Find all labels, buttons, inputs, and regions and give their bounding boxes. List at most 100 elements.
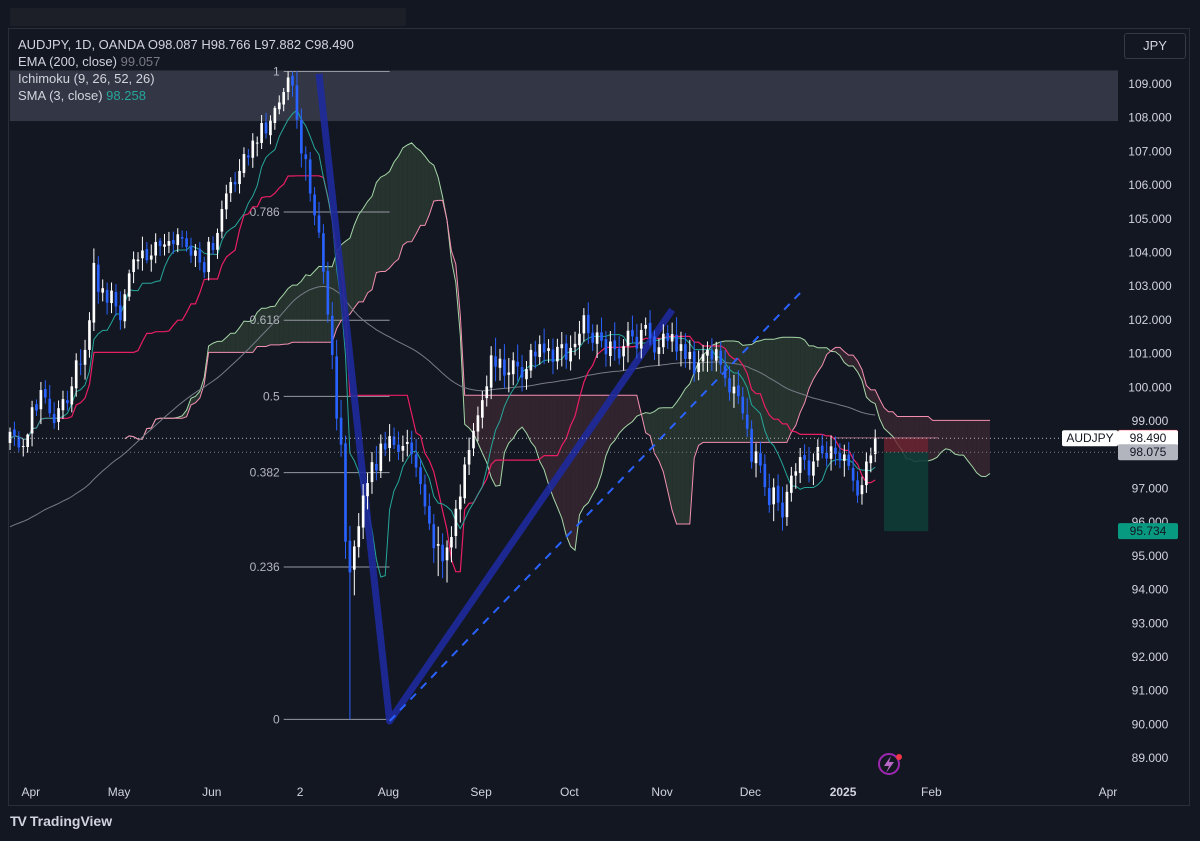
ichimoku-cloud-segment	[773, 338, 779, 443]
candle	[123, 294, 127, 322]
candle	[300, 119, 303, 154]
ichimoku-cloud-segment	[239, 321, 244, 353]
candle	[352, 546, 356, 570]
ichimoku-cloud-segment	[429, 161, 434, 215]
candle	[675, 334, 678, 352]
candle	[48, 398, 52, 414]
candle	[35, 404, 38, 411]
candle	[414, 454, 418, 468]
candle	[242, 154, 246, 173]
candle	[710, 350, 714, 360]
ema-row[interactable]: EMA (200, close) 99.057	[18, 53, 354, 70]
candle	[507, 372, 511, 375]
alert-icon[interactable]	[878, 753, 902, 775]
ichimoku-cloud-segment	[279, 294, 284, 345]
ichimoku-cloud-segment	[252, 312, 258, 353]
candle	[648, 322, 652, 339]
candle	[600, 332, 603, 341]
candle	[13, 429, 16, 436]
candle	[463, 464, 467, 499]
x-tick-label: Aug	[378, 785, 399, 799]
candle	[494, 356, 497, 367]
candle	[803, 455, 806, 460]
candle	[141, 250, 144, 259]
sma-row[interactable]: SMA (3, close) 98.258	[18, 87, 354, 104]
ichimoku-cloud-segment	[243, 321, 249, 353]
impulse-wave-line	[315, 73, 676, 725]
candle	[767, 488, 771, 505]
ichimoku-cloud-segment	[526, 395, 531, 442]
ichimoku-cloud-segment	[972, 420, 977, 473]
ichimoku-cloud-segment	[981, 420, 986, 477]
candle	[410, 442, 414, 455]
candle	[450, 537, 453, 548]
ichimoku-cloud-segment	[853, 355, 858, 372]
ichimoku-cloud-segment	[985, 420, 990, 477]
candle	[533, 351, 537, 357]
candle	[136, 259, 140, 262]
ichimoku-cloud-segment	[888, 411, 893, 437]
ichimoku-cloud-segment	[292, 285, 297, 343]
candle	[317, 215, 321, 233]
candle	[454, 508, 458, 536]
candle	[653, 336, 656, 353]
ichimoku-cloud-segment	[769, 339, 774, 443]
ichimoku-row[interactable]: Ichimoku (9, 26, 52, 26)	[18, 70, 354, 87]
ichimoku-cloud-segment	[464, 395, 470, 428]
candle	[74, 360, 78, 389]
ema-200-line	[9, 285, 876, 528]
candle	[763, 463, 767, 488]
ichimoku-cloud-segment	[835, 347, 840, 356]
ichimoku-cloud-segment	[195, 391, 200, 403]
candle	[754, 451, 758, 464]
candle	[264, 122, 268, 134]
candle	[622, 346, 625, 357]
candle	[96, 264, 100, 292]
currency-button[interactable]: JPY	[1124, 33, 1186, 59]
ichimoku-cloud-segment	[508, 395, 514, 444]
y-tick-label: 107.000	[1128, 144, 1172, 158]
ichimoku-cloud-segment	[610, 395, 615, 446]
ichimoku-cloud-segment	[857, 361, 862, 381]
ichimoku-cloud-segment	[522, 395, 527, 434]
ichimoku-cloud-segment	[884, 407, 889, 433]
ichimoku-cloud-segment	[826, 347, 832, 355]
candle	[21, 445, 25, 447]
candle	[207, 241, 210, 273]
candle	[617, 348, 621, 359]
ichimoku-cloud-segment	[402, 144, 408, 246]
y-tick-label: 97.000	[1132, 481, 1169, 495]
x-tick-label: Apr	[1099, 785, 1118, 799]
candle	[361, 495, 365, 528]
candle	[635, 336, 639, 349]
ichimoku-cloud-segment	[544, 395, 549, 485]
ichimoku-cloud-segment	[557, 395, 562, 519]
y-tick-label: 94.000	[1132, 583, 1169, 597]
ichimoku-cloud-segment	[376, 177, 381, 273]
x-tick-label: 2025	[830, 785, 857, 799]
x-tick-label: May	[108, 785, 131, 799]
candle	[8, 431, 12, 443]
ichimoku-cloud-segment	[266, 306, 271, 347]
ichimoku-cloud-segment	[517, 395, 523, 431]
candle	[745, 414, 749, 429]
candle	[295, 85, 299, 120]
ichimoku-cloud-segment	[274, 299, 280, 345]
ichimoku-cloud-segment	[305, 274, 311, 343]
fib-level-label: 0.618	[250, 313, 280, 327]
ichimoku-cloud-segment	[358, 208, 364, 302]
top-strip	[10, 8, 406, 26]
candle	[865, 461, 868, 486]
candle	[644, 324, 647, 329]
candle	[335, 356, 338, 419]
tradingview-brand[interactable]: TV TradingView	[10, 813, 112, 829]
ichimoku-cloud-segment	[650, 411, 655, 454]
ichimoku-cloud-segment	[848, 355, 854, 367]
ohlc-low: L97.882	[254, 37, 302, 52]
candle	[569, 347, 572, 362]
candle	[516, 361, 519, 367]
candle	[30, 407, 34, 434]
candle	[626, 330, 630, 346]
candle	[609, 341, 612, 356]
